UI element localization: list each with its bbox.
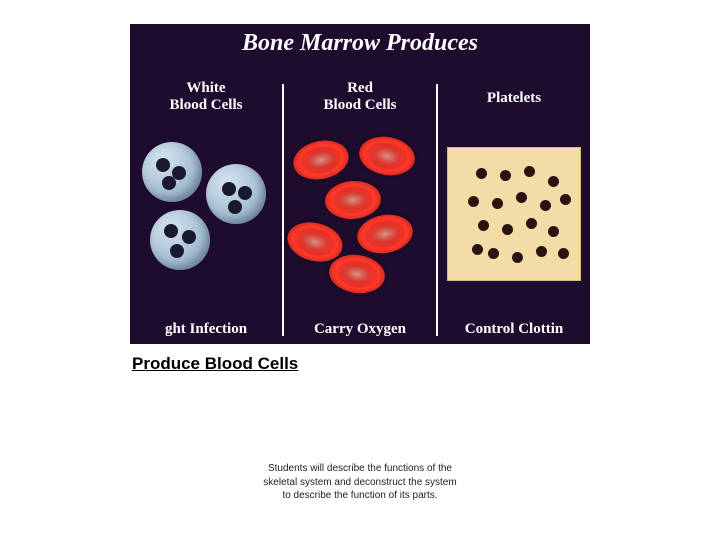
column-footer: Carry Oxygen [314,321,406,338]
platelet-icon [536,246,547,257]
platelet-icon [548,176,559,187]
white-cells-graphic [130,113,282,321]
platelet-icon [526,218,537,229]
platelet-icon [516,192,527,203]
red-blood-cell-icon [354,210,416,257]
platelet-icon [492,198,503,209]
column-platelets: Platelets Control Clottin [438,76,590,344]
red-cells-graphic [284,113,436,321]
platelet-icon [512,252,523,263]
platelet-icon [502,224,513,235]
platelet-icon [548,226,559,237]
platelet-icon [488,248,499,259]
platelet-icon [540,200,551,211]
white-blood-cell-icon [150,210,210,270]
caption-line: Students will describe the functions of … [263,462,456,476]
column-header: Red Blood Cells [324,80,397,113]
platelets-graphic [438,107,590,322]
platelet-icon [468,196,479,207]
column-footer: ght Infection [165,321,247,338]
bone-marrow-infographic: Bone Marrow Produces White Blood Cells [130,24,590,344]
red-blood-cell-icon [356,132,418,179]
column-red-blood-cells: Red Blood Cells Carry Oxygen [284,76,436,344]
red-blood-cell-icon [327,251,388,296]
platelet-icon [500,170,511,181]
white-blood-cell-icon [142,142,202,202]
white-blood-cell-icon [206,164,266,224]
red-blood-cell-icon [324,179,383,221]
platelet-box [447,147,581,281]
caption-line: to describe the function of its parts. [263,489,456,503]
platelet-icon [472,244,483,255]
platelet-icon [476,168,487,179]
column-footer: Control Clottin [465,321,563,338]
infographic-columns: White Blood Cells [130,76,590,344]
caption-line: skeletal system and deconstruct the syst… [263,476,456,490]
platelet-icon [558,248,569,259]
column-header: Platelets [487,90,541,107]
platelet-icon [478,220,489,231]
platelet-icon [524,166,535,177]
column-header: White Blood Cells [170,80,243,113]
slide-subtitle: Produce Blood Cells [130,354,590,374]
column-white-blood-cells: White Blood Cells [130,76,282,344]
red-blood-cell-icon [290,136,353,185]
slide-caption: Students will describe the functions of … [263,462,456,503]
infographic-title: Bone Marrow Produces [130,30,590,57]
platelet-icon [560,194,571,205]
